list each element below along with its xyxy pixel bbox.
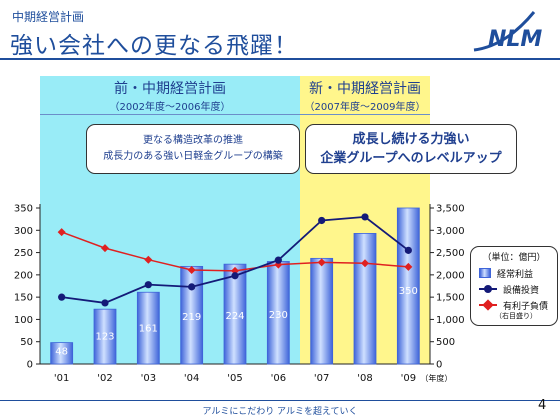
point-setsubi-toushi bbox=[361, 213, 369, 221]
y-left-tick-label: 200 bbox=[14, 270, 33, 281]
nlm-logo: NLM bbox=[473, 11, 542, 52]
callout-new-line-1: 成長し続ける力強い bbox=[352, 132, 470, 147]
y-left-tick-label: 300 bbox=[14, 226, 33, 237]
point-setsubi-toushi bbox=[231, 272, 239, 280]
x-tick-label: '04 bbox=[184, 373, 199, 384]
y-left-tick-label: 100 bbox=[14, 315, 33, 326]
bar bbox=[93, 308, 117, 365]
slide-supertitle: 中期経営計画 bbox=[12, 10, 85, 24]
legend-label-keijo: 経常利益 bbox=[497, 269, 534, 280]
bar bbox=[136, 291, 160, 365]
bar-data-label: 224 bbox=[225, 311, 244, 322]
legend-item-setsubi: 設備投資 bbox=[479, 283, 540, 296]
legend-item-keijo: 経常利益 bbox=[479, 267, 534, 280]
x-unit-label: （年度） bbox=[420, 373, 452, 383]
y-left-tick-label: 0 bbox=[27, 360, 33, 371]
callout-new: 成長し続ける力強い 企業グループへのレベルアップ bbox=[305, 124, 517, 174]
x-tick-label: '03 bbox=[141, 373, 156, 384]
x-tick-label: '06 bbox=[271, 373, 286, 384]
point-yuri-fusai bbox=[361, 259, 369, 268]
x-tick-label: '05 bbox=[227, 373, 242, 384]
bar bbox=[223, 263, 247, 365]
legend-label-fusai: 有利子負債 bbox=[503, 301, 549, 312]
x-tick-label: '08 bbox=[357, 373, 372, 384]
point-yuri-fusai bbox=[144, 255, 153, 264]
legend-label-setsubi: 設備投資 bbox=[503, 285, 540, 296]
title-rule bbox=[0, 58, 560, 60]
y-left-tick-label: 250 bbox=[14, 248, 33, 259]
y-left-tick-label: 50 bbox=[20, 337, 33, 348]
bar bbox=[353, 233, 377, 365]
x-tick-label: '01 bbox=[54, 373, 69, 384]
y-right-tick-label: 1,500 bbox=[436, 293, 465, 304]
legend-item-fusai: 有利子負債 bbox=[479, 299, 549, 312]
point-setsubi-toushi bbox=[188, 283, 196, 291]
bar-data-label: 350 bbox=[399, 286, 418, 297]
legend-note: （右目盛り） bbox=[495, 312, 537, 320]
y-right-tick-label: 0 bbox=[436, 360, 442, 371]
point-setsubi-toushi bbox=[404, 246, 412, 254]
bar-data-label: 123 bbox=[95, 331, 114, 342]
y-right-tick-label: 1,000 bbox=[436, 315, 465, 326]
callout-new-line-2: 企業グループへのレベルアップ bbox=[320, 151, 502, 166]
callout-old-line-1: 更なる構造改革の推進 bbox=[143, 135, 243, 146]
point-yuri-fusai bbox=[101, 244, 109, 253]
point-setsubi-toushi bbox=[274, 256, 282, 264]
y-left-tick-label: 350 bbox=[14, 204, 33, 215]
point-yuri-fusai bbox=[187, 265, 196, 274]
callout-old-line-2: 成長力のある強い日軽金グループの構築 bbox=[103, 151, 283, 162]
bar bbox=[50, 342, 74, 365]
slide-title: 強い会社への更なる飛躍！ bbox=[10, 33, 298, 59]
period-old-divider bbox=[40, 114, 300, 115]
y-right-tick-label: 3,000 bbox=[436, 226, 465, 237]
bar-data-label: 161 bbox=[139, 324, 158, 335]
point-yuri-fusai bbox=[57, 228, 66, 237]
legend-bar-swatch bbox=[479, 268, 491, 278]
y-left-tick-label: 150 bbox=[14, 293, 33, 304]
bar-data-label: 230 bbox=[269, 310, 288, 321]
y-right-tick-label: 2,000 bbox=[436, 270, 465, 281]
legend-unit: （単位：億円） bbox=[482, 253, 546, 263]
period-new-divider bbox=[300, 114, 430, 115]
x-tick-label: '02 bbox=[97, 373, 112, 384]
period-old-title: 前・中期経営計画 bbox=[114, 81, 226, 97]
bar-data-label: 48 bbox=[55, 346, 68, 357]
point-yuri-fusai bbox=[404, 262, 413, 271]
period-new-title: 新・中期経営計画 bbox=[309, 81, 421, 97]
callout-old: 更なる構造改革の推進 成長力のある強い日軽金グループの構築 bbox=[86, 124, 300, 174]
footer-rule bbox=[0, 400, 560, 401]
point-setsubi-toushi bbox=[318, 216, 326, 225]
point-yuri-fusai bbox=[317, 258, 326, 267]
logo-text: NLM bbox=[488, 27, 542, 52]
legend: （単位：億円） 経常利益 設備投資 有利子負債 （右目盛り） bbox=[470, 246, 558, 326]
bar-data-label: 219 bbox=[182, 312, 201, 323]
point-setsubi-toushi bbox=[58, 293, 66, 301]
period-old-subtitle: （2002年度～2006年度） bbox=[109, 102, 231, 113]
footer-slogan: アルミにこだわり アルミを超えていく bbox=[202, 407, 358, 417]
x-tick-label: '09 bbox=[401, 373, 416, 384]
period-new-subtitle: （2007年度～2009年度） bbox=[304, 102, 426, 113]
page-number: 4 bbox=[538, 398, 547, 413]
y-right-tick-label: 3,500 bbox=[436, 204, 465, 215]
legend-circle-swatch bbox=[479, 284, 497, 294]
bar bbox=[310, 257, 334, 365]
y-right-tick-label: 2,500 bbox=[436, 248, 465, 259]
legend-diamond-swatch bbox=[479, 300, 497, 310]
y-right-tick-label: 500 bbox=[436, 337, 455, 348]
point-setsubi-toushi bbox=[101, 299, 109, 307]
point-setsubi-toushi bbox=[144, 281, 152, 289]
x-tick-label: '07 bbox=[314, 373, 329, 384]
